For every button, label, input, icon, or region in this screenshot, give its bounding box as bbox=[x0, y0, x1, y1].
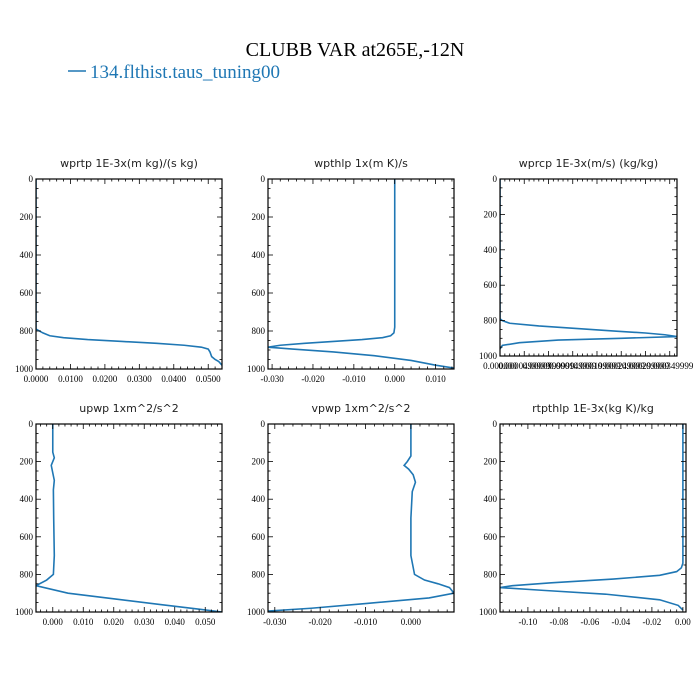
panel-title: rtpthlp 1E-3x(kg K)/kg bbox=[532, 402, 654, 415]
x-tick-label: -0.020 bbox=[301, 374, 325, 384]
panel-title: vpwp 1xm^2/s^2 bbox=[311, 402, 410, 415]
x-tick-label: 0.000349999 bbox=[646, 361, 694, 371]
y-tick-label: 1000 bbox=[15, 607, 34, 617]
x-tick-label: 0.0000499999 bbox=[498, 361, 550, 371]
x-tick-label: 0.000 bbox=[385, 374, 406, 384]
panel-title: wprcp 1E-3x(m/s) (kg/kg) bbox=[519, 157, 658, 170]
x-tick-label: 0.030 bbox=[134, 617, 155, 627]
x-tick-label: -0.020 bbox=[309, 617, 333, 627]
y-tick-label: 1000 bbox=[247, 607, 266, 617]
series-line bbox=[36, 424, 222, 612]
x-tick-label: -0.010 bbox=[354, 617, 378, 627]
panel-1: wprtp 1E-3x(m kg)/(s kg) 0 200 400 600 800 100… bbox=[15, 157, 223, 384]
panel-title: upwp 1xm^2/s^2 bbox=[79, 402, 179, 415]
x-tick-label: -0.08 bbox=[550, 617, 569, 627]
y-tick-label: 200 bbox=[252, 212, 266, 222]
y-tick-label: 200 bbox=[20, 457, 34, 467]
plot-frame bbox=[35, 423, 223, 613]
x-tick-label: 0.0000999999 bbox=[523, 361, 575, 371]
y-tick-label: 0 bbox=[261, 174, 266, 184]
y-tick-label: 0 bbox=[29, 174, 34, 184]
x-tick-label: 0.040 bbox=[165, 617, 186, 627]
y-tick-label: 200 bbox=[484, 209, 498, 219]
x-tick-label: 0.050 bbox=[195, 617, 216, 627]
panel-3: wprcp 1E-3x(m/s) (kg/kg) 0 200 400 600 800 100… bbox=[479, 157, 694, 371]
x-tick-label: 0.010 bbox=[425, 374, 446, 384]
y-tick-label: 0 bbox=[493, 419, 498, 429]
x-tick-label: 0.000199999 bbox=[573, 361, 621, 371]
x-tick-label: 0.000 bbox=[401, 617, 422, 627]
y-tick-label: 200 bbox=[20, 212, 34, 222]
x-tick-label: 0.0400 bbox=[161, 374, 186, 384]
y-tick-label: 1000 bbox=[247, 364, 266, 374]
x-tick-label: -0.04 bbox=[612, 617, 631, 627]
x-tick-label: 0.0000 bbox=[24, 374, 49, 384]
y-tick-label: 1000 bbox=[479, 351, 498, 361]
plot-frame bbox=[267, 423, 455, 613]
x-tick-label: 0.00 bbox=[675, 617, 691, 627]
panel-2: wpthlp 1x(m K)/s 0 200 400 600 800 1000-0.030 -… bbox=[247, 157, 455, 384]
y-tick-label: 400 bbox=[252, 250, 266, 260]
y-tick-label: 0 bbox=[261, 419, 266, 429]
x-tick-label: 0.000000 bbox=[483, 361, 517, 371]
plot-frame bbox=[267, 178, 455, 370]
x-tick-label: -0.010 bbox=[342, 374, 366, 384]
x-tick-label: -0.10 bbox=[519, 617, 538, 627]
series-line bbox=[268, 424, 454, 612]
series-line bbox=[500, 179, 677, 350]
x-tick-label: 0.0300 bbox=[127, 374, 152, 384]
y-tick-label: 1000 bbox=[15, 364, 34, 374]
y-tick-label: 0 bbox=[29, 419, 34, 429]
y-tick-label: 600 bbox=[20, 288, 34, 298]
x-tick-label: 0.0100 bbox=[58, 374, 83, 384]
x-tick-label: -0.030 bbox=[263, 617, 287, 627]
x-tick-label: -0.030 bbox=[260, 374, 284, 384]
y-tick-label: 600 bbox=[484, 532, 498, 542]
series-line bbox=[500, 424, 684, 611]
panel-6: rtpthlp 1E-3x(kg K)/kg 0 200 400 600 800 1000 -… bbox=[479, 402, 691, 627]
y-tick-label: 0 bbox=[493, 174, 498, 184]
x-tick-label: -0.02 bbox=[643, 617, 662, 627]
x-tick-label: 0.000249999 bbox=[598, 361, 646, 371]
legend-label: 134.flthist.taus_tuning00 bbox=[90, 62, 280, 83]
x-tick-label: 0.0200 bbox=[93, 374, 118, 384]
y-tick-label: 800 bbox=[484, 569, 498, 579]
y-tick-label: 600 bbox=[252, 288, 266, 298]
plot-frame bbox=[35, 178, 223, 370]
y-tick-label: 600 bbox=[20, 532, 34, 542]
legend: 134.flthist.taus_tuning00 bbox=[68, 62, 280, 83]
series-line bbox=[268, 179, 454, 369]
y-tick-label: 200 bbox=[252, 457, 266, 467]
series-line bbox=[36, 179, 222, 366]
x-tick-label: 0.010 bbox=[73, 617, 94, 627]
x-tick-label: 0.0500 bbox=[196, 374, 221, 384]
panel-4: upwp 1xm^2/s^2 0 200 400 600 800 1000 0.000 0.01… bbox=[15, 402, 223, 627]
y-tick-label: 800 bbox=[20, 569, 34, 579]
y-tick-label: 600 bbox=[252, 532, 266, 542]
panel-title: wpthlp 1x(m K)/s bbox=[314, 157, 408, 170]
y-tick-label: 200 bbox=[484, 457, 498, 467]
y-tick-label: 800 bbox=[20, 326, 34, 336]
y-tick-label: 400 bbox=[20, 250, 34, 260]
y-tick-label: 800 bbox=[484, 316, 498, 326]
y-tick-label: 1000 bbox=[479, 607, 498, 617]
panel-grid: wprtp 1E-3x(m kg)/(s kg) 0 200 400 600 800 100… bbox=[15, 157, 694, 627]
y-tick-label: 400 bbox=[20, 494, 34, 504]
x-tick-label: 0.020 bbox=[104, 617, 125, 627]
panel-5: vpwp 1xm^2/s^2 0 200 400 600 800 1000-0.030 -0.… bbox=[247, 402, 455, 627]
y-tick-label: 600 bbox=[484, 280, 498, 290]
x-tick-label: -0.06 bbox=[581, 617, 600, 627]
panel-title: wprtp 1E-3x(m kg)/(s kg) bbox=[60, 157, 198, 170]
y-tick-label: 800 bbox=[252, 569, 266, 579]
y-tick-label: 400 bbox=[484, 494, 498, 504]
x-tick-label: 0.000149999 bbox=[549, 361, 597, 371]
figure-title: CLUBB VAR at265E,-12N bbox=[246, 39, 465, 61]
y-tick-label: 800 bbox=[252, 326, 266, 336]
y-tick-label: 400 bbox=[252, 494, 266, 504]
y-tick-label: 400 bbox=[484, 245, 498, 255]
x-tick-label: 0.000 bbox=[43, 617, 64, 627]
x-tick-label: 0.000299999 bbox=[622, 361, 670, 371]
